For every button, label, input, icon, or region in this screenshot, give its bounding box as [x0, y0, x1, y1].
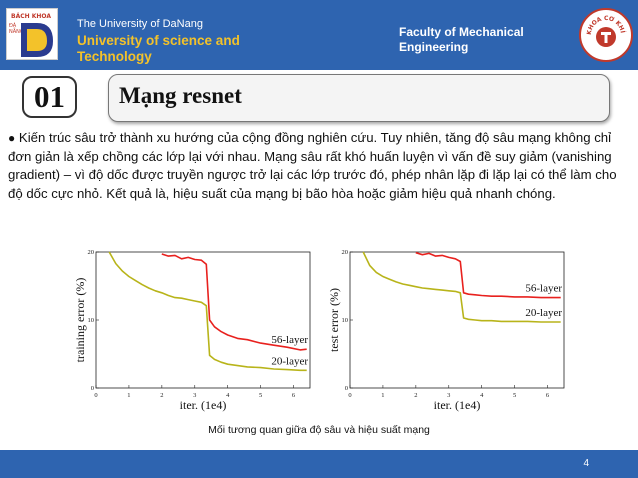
page-number: 4: [583, 458, 589, 469]
faculty-emblem-icon: KHOA CƠ KHÍ: [586, 15, 627, 47]
y-tick-label: 20: [88, 249, 95, 256]
university-name-small: The University of DaNang: [77, 18, 203, 30]
bullet-icon: ●: [8, 131, 16, 145]
y-tick-label: 10: [88, 317, 95, 324]
section-title: Mạng resnet: [119, 83, 242, 108]
plot-frame-0: [95, 251, 311, 389]
series-line-20-layer: [108, 251, 307, 372]
x-tick-label: 4: [480, 392, 484, 399]
logo-text: BÁCH KHOA: [11, 13, 51, 20]
x-tick-label: 3: [447, 392, 450, 399]
series-line-20-layer: [362, 251, 561, 323]
footer-bar: 4: [0, 450, 638, 478]
university-name: University of science and Technology: [77, 33, 240, 64]
x-tick-label: 1: [127, 392, 130, 399]
x-axis-label: iter. (1e4): [180, 398, 227, 412]
university-logo: BÁCH KHOA ĐÀ NẴNG: [6, 8, 58, 60]
plot-frame-1: [349, 251, 565, 389]
y-tick-label: 10: [342, 317, 349, 324]
series-label-56-layer: 56-layer: [271, 334, 308, 346]
series-label-20-layer: 20-layer: [525, 307, 562, 319]
x-tick-label: 1: [381, 392, 384, 399]
y-axis-label: training error (%): [76, 278, 87, 363]
series-line-56-layer: [415, 251, 561, 299]
series-line-56-layer: [161, 253, 307, 351]
y-axis-label: test error (%): [327, 288, 341, 352]
faculty-logo: KHOA CƠ KHÍ: [579, 8, 633, 62]
x-tick-label: 0: [348, 392, 351, 399]
x-tick-label: 2: [160, 392, 163, 399]
x-tick-label: 5: [259, 392, 262, 399]
paragraph-text: Kiến trúc sâu trở thành xu hướng của cộn…: [8, 130, 617, 201]
series-label-56-layer: 56-layer: [525, 283, 562, 295]
x-tick-label: 6: [546, 392, 550, 399]
y-tick-label: 0: [91, 385, 94, 392]
x-tick-label: 3: [193, 392, 196, 399]
section-number: 01: [22, 76, 77, 118]
x-tick-label: 2: [414, 392, 417, 399]
x-tick-label: 5: [513, 392, 516, 399]
body-paragraph: ● Kiến trúc sâu trở thành xu hướng của c…: [8, 129, 628, 203]
figure-caption: Mối tương quan giữa độ sâu và hiệu suất …: [208, 424, 430, 436]
header-bar: BÁCH KHOA ĐÀ NẴNG The University of DaNa…: [0, 0, 638, 70]
x-tick-label: 0: [94, 392, 97, 399]
x-tick-label: 4: [226, 392, 230, 399]
x-tick-label: 6: [292, 392, 296, 399]
faculty-name: Faculty of Mechanical Engineering: [399, 25, 524, 54]
logo-emblem-icon: [21, 23, 53, 57]
y-tick-label: 0: [345, 385, 348, 392]
x-axis-label: iter. (1e4): [434, 398, 481, 412]
section-title-box: Mạng resnet: [108, 74, 610, 122]
y-tick-label: 20: [342, 249, 349, 256]
series-label-20-layer: 20-layer: [271, 355, 308, 367]
